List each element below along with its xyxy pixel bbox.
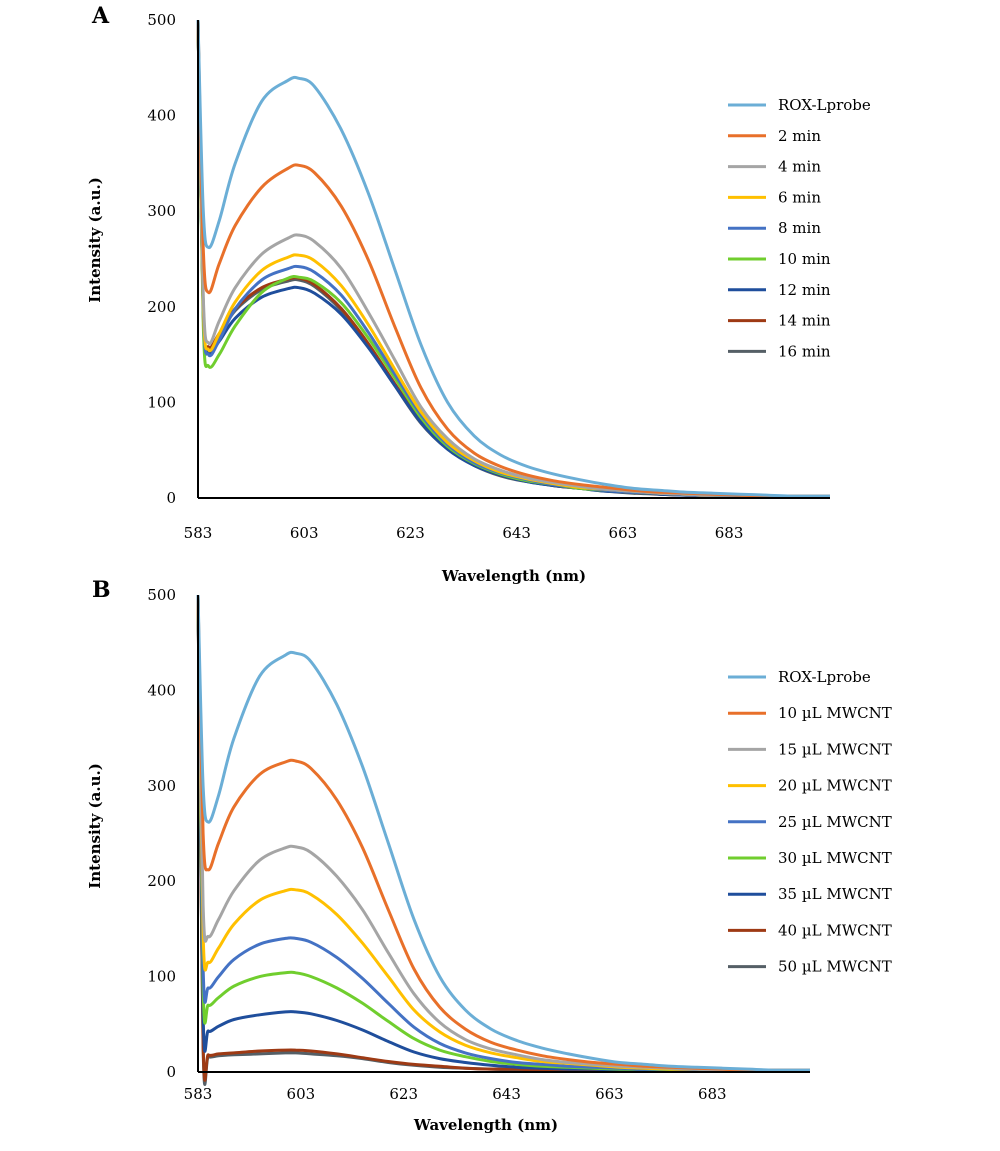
x-tick-label: 643 [502,524,531,542]
legend-label: 40 µL MWCNT [778,921,892,939]
y-tick-label: 300 [147,777,176,795]
legend: ROX-Lprobe 2 min 4 min 6 min 8 min 10 min 12 m… [728,96,871,360]
y-tick-label: 100 [147,968,176,986]
y-ticks: 0 100 200 300 400 500 [147,11,176,507]
panel-label: A [91,3,110,29]
x-tick-label: 683 [698,1085,727,1103]
legend-label: ROX-Lprobe [778,96,871,114]
x-tick-label: 583 [184,524,213,542]
panel-a: A 0 100 200 300 400 500 583 603 623 643 663 683 Wa… [86,3,871,585]
legend-label: 12 min [778,281,831,299]
x-tick-label: 623 [389,1085,418,1103]
plot-lines [196,19,830,498]
x-axis-title: Wavelength (nm) [441,567,586,585]
plot-lines [196,594,810,1086]
legend-label: ROX-Lprobe [778,668,871,686]
series-line [196,594,810,1072]
legend-label: 14 min [778,312,831,330]
x-axis-title: Wavelength (nm) [413,1116,558,1134]
x-tick-label: 643 [492,1085,521,1103]
x-tick-label: 663 [609,524,638,542]
legend-label: 6 min [778,188,821,206]
x-tick-label: 663 [595,1085,624,1103]
x-tick-label: 623 [396,524,425,542]
series-line [196,594,810,1072]
legend-label: 10 µL MWCNT [778,704,892,722]
legend-label: 35 µL MWCNT [778,885,892,903]
legend-label: 25 µL MWCNT [778,813,892,831]
y-axis-title: Intensity (a.u.) [86,177,104,303]
series-line [196,594,810,1072]
x-tick-label: 683 [715,524,744,542]
x-tick-label: 603 [287,1085,316,1103]
legend-label: 2 min [778,127,821,145]
y-tick-label: 300 [147,202,176,220]
y-tick-label: 200 [147,872,176,890]
x-ticks: 583 603 623 643 663 683 [184,524,744,542]
series-line [196,594,810,1072]
y-ticks: 0 100 200 300 400 500 [147,586,176,1081]
y-axis-title: Intensity (a.u.) [86,763,104,889]
legend-label: 15 µL MWCNT [778,740,892,758]
legend-label: 8 min [778,219,821,237]
y-tick-label: 400 [147,681,176,699]
series-line [196,594,810,1072]
panel-b: B 0 100 200 300 400 500 583 603 623 643 663 683 Wa… [86,577,892,1134]
y-tick-label: 500 [147,586,176,604]
panel-label: B [92,577,111,603]
series-line [196,594,810,1072]
y-tick-label: 200 [147,298,176,316]
y-tick-label: 0 [166,489,176,507]
y-tick-label: 100 [147,393,176,411]
legend-label: 4 min [778,158,821,176]
legend: ROX-Lprobe 10 µL MWCNT 15 µL MWCNT 20 µL MW… [728,668,892,976]
series-line [196,594,810,1082]
legend-label: 50 µL MWCNT [778,958,892,976]
x-ticks: 583 603 623 643 663 683 [184,1085,727,1103]
series-line [196,19,830,498]
y-tick-label: 500 [147,11,176,29]
legend-label: 10 min [778,250,831,268]
legend-label: 20 µL MWCNT [778,777,892,795]
x-tick-label: 583 [184,1085,213,1103]
legend-label: 16 min [778,342,831,360]
y-tick-label: 400 [147,107,176,125]
y-tick-label: 0 [166,1063,176,1081]
x-tick-label: 603 [290,524,319,542]
legend-label: 30 µL MWCNT [778,849,892,867]
series-line [196,594,810,1072]
